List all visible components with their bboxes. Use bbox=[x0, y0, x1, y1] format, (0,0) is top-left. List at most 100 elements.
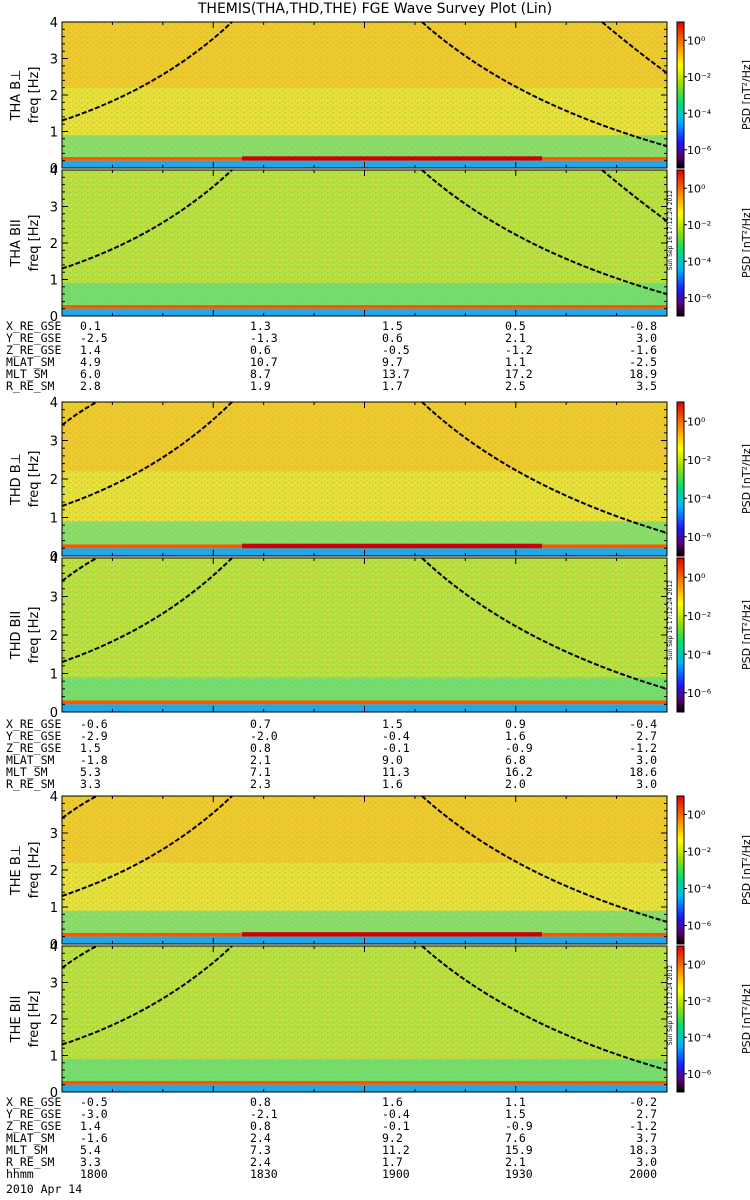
probe-label: THA B⊥ bbox=[9, 70, 24, 122]
ephemeris-row-label: MLAT_SM bbox=[6, 1131, 55, 1145]
ephemeris-value: 13.7 bbox=[382, 367, 410, 381]
low-frequency-band bbox=[62, 910, 667, 933]
ephemeris-row-label: Y_RE_GSE bbox=[6, 331, 62, 345]
ephemeris-value: 7.1 bbox=[250, 765, 271, 779]
ephemeris-value: 7.6 bbox=[505, 1131, 526, 1145]
ephemeris-value: -3.0 bbox=[80, 1107, 108, 1121]
low-frequency-band bbox=[62, 677, 667, 701]
timestamp-stamp: Sun Sep 16 17:12:24 2012 bbox=[667, 190, 674, 271]
ephemeris-value: -0.1 bbox=[382, 741, 410, 755]
gyrofrequency-curve bbox=[61, 557, 233, 663]
ephemeris-value: -2.9 bbox=[80, 729, 108, 743]
y-tick-label: 3 bbox=[50, 201, 58, 216]
ephemeris-value: 2.0 bbox=[505, 777, 526, 791]
y-tick-label: 0 bbox=[50, 162, 58, 177]
ephemeris-value: -0.6 bbox=[80, 717, 108, 731]
gyrofrequency-curve bbox=[61, 557, 98, 582]
ephemeris-value: 1.6 bbox=[505, 729, 526, 743]
date-label: 2010 Apr 14 bbox=[6, 1182, 83, 1196]
ephemeris-value: 1.5 bbox=[382, 319, 403, 333]
ephemeris-value: 10.7 bbox=[250, 355, 278, 369]
low-frequency-band bbox=[62, 283, 667, 306]
ephemeris-value: 4.9 bbox=[80, 355, 101, 369]
colorbar-label: PSD [nT²/Hz] bbox=[740, 444, 750, 514]
ephemeris-value: 18.6 bbox=[629, 765, 657, 779]
ephemeris-value: -1.6 bbox=[80, 1131, 108, 1145]
ephemeris-value: 3.3 bbox=[80, 777, 101, 791]
colorbar-tick-label: 10⁻² bbox=[687, 610, 711, 623]
gyrofrequency-curve bbox=[61, 169, 233, 270]
ephemeris-value: -0.2 bbox=[629, 1095, 657, 1109]
ephemeris-value: -2.5 bbox=[80, 331, 108, 345]
ephemeris-value: 6.8 bbox=[505, 753, 526, 767]
time-row-value: 1900 bbox=[382, 1167, 410, 1181]
high-power-band bbox=[62, 22, 667, 88]
y-tick-label: 3 bbox=[50, 435, 58, 450]
ephemeris-value: -1.3 bbox=[250, 331, 278, 345]
y-tick-label: 2 bbox=[50, 89, 58, 104]
ephemeris-value: 1.4 bbox=[80, 1119, 101, 1133]
colorbar-tick-label: 10⁻⁴ bbox=[687, 492, 712, 505]
y-tick-label: 3 bbox=[50, 53, 58, 68]
ephemeris-row-label: Z_RE_GSE bbox=[6, 1119, 62, 1133]
colorbar-tick-label: 10⁻⁴ bbox=[687, 883, 712, 896]
ephemeris-value: 0.6 bbox=[382, 331, 403, 345]
colorbar-tick-label: 10⁻⁶ bbox=[687, 144, 712, 157]
y-tick-label: 1 bbox=[50, 1050, 58, 1065]
y-tick-label: 0 bbox=[50, 938, 58, 953]
colorbar-label: PSD [nT²/Hz] bbox=[740, 984, 750, 1054]
ephemeris-value: 3.0 bbox=[636, 1155, 657, 1169]
colorbar-tick-label: 10⁻² bbox=[687, 71, 711, 84]
ephemeris-value: 0.7 bbox=[250, 717, 271, 731]
ephemeris-value: -0.4 bbox=[382, 1107, 410, 1121]
y-axis-label: freq [Hz] bbox=[27, 991, 42, 1048]
y-axis-label: freq [Hz] bbox=[27, 607, 42, 664]
ephemeris-value: -0.9 bbox=[505, 1119, 533, 1133]
colorbar-tick-label: 10⁻² bbox=[687, 219, 711, 232]
y-tick-label: 4 bbox=[50, 16, 58, 31]
ephemeris-value: 1.4 bbox=[80, 343, 101, 357]
y-tick-label: 3 bbox=[50, 591, 58, 606]
colorbar-tick-label: 10⁰ bbox=[687, 415, 706, 428]
ephemeris-value: 2.5 bbox=[505, 379, 526, 393]
colorbar-tick-label: 10⁰ bbox=[687, 809, 706, 822]
ephemeris-value: 1.5 bbox=[382, 717, 403, 731]
ephemeris-value: 11.3 bbox=[382, 765, 410, 779]
ephemeris-value: 0.1 bbox=[80, 319, 101, 333]
ephemeris-value: -0.1 bbox=[382, 1119, 410, 1133]
y-tick-label: 0 bbox=[50, 550, 58, 565]
colorbar bbox=[676, 401, 685, 557]
ephemeris-value: 1.1 bbox=[505, 355, 526, 369]
ephemeris-value: -0.4 bbox=[629, 717, 657, 731]
probe-label: THD BII bbox=[9, 611, 24, 660]
colorbar-tick-label: 10⁰ bbox=[687, 571, 706, 584]
ephemeris-value: 0.9 bbox=[505, 717, 526, 731]
ephemeris-value: 0.6 bbox=[250, 343, 271, 357]
gyrofrequency-curve bbox=[601, 169, 668, 222]
ephemeris-value: -2.0 bbox=[250, 729, 278, 743]
ephemeris-value: 1.6 bbox=[382, 777, 403, 791]
plot-title: THEMIS(THA,THD,THE) FGE Wave Survey Plot… bbox=[197, 1, 553, 17]
ephemeris-row-label: MLAT_SM bbox=[6, 355, 55, 369]
ephemeris-value: 1.3 bbox=[250, 319, 271, 333]
time-row-value: 2000 bbox=[629, 1167, 657, 1181]
y-tick-label: 4 bbox=[50, 940, 58, 955]
gyrofrequency-curve bbox=[61, 945, 233, 1046]
ephemeris-value: 0.8 bbox=[250, 1095, 271, 1109]
ephemeris-value: 2.4 bbox=[250, 1131, 271, 1145]
ephemeris-value: 9.7 bbox=[382, 355, 403, 369]
time-row-value: 1930 bbox=[505, 1167, 533, 1181]
colorbar-tick-label: 10⁻² bbox=[687, 454, 711, 467]
ephemeris-value: -0.5 bbox=[80, 1095, 108, 1109]
colorbar-label: PSD [nT²/Hz] bbox=[740, 835, 750, 905]
ephemeris-row-label: MLT_SM bbox=[6, 367, 48, 381]
ephemeris-row-label: MLAT_SM bbox=[6, 753, 55, 767]
gyrofrequency-curve bbox=[421, 169, 668, 296]
colorbar-tick-label: 10⁻⁴ bbox=[687, 648, 712, 661]
low-frequency-band bbox=[62, 1059, 667, 1082]
ephemeris-value: 2.3 bbox=[250, 777, 271, 791]
spin-tone-peak bbox=[242, 543, 542, 549]
time-row-value: 1800 bbox=[80, 1167, 108, 1181]
gyrofrequency-curve bbox=[421, 401, 668, 534]
y-tick-label: 3 bbox=[50, 827, 58, 842]
